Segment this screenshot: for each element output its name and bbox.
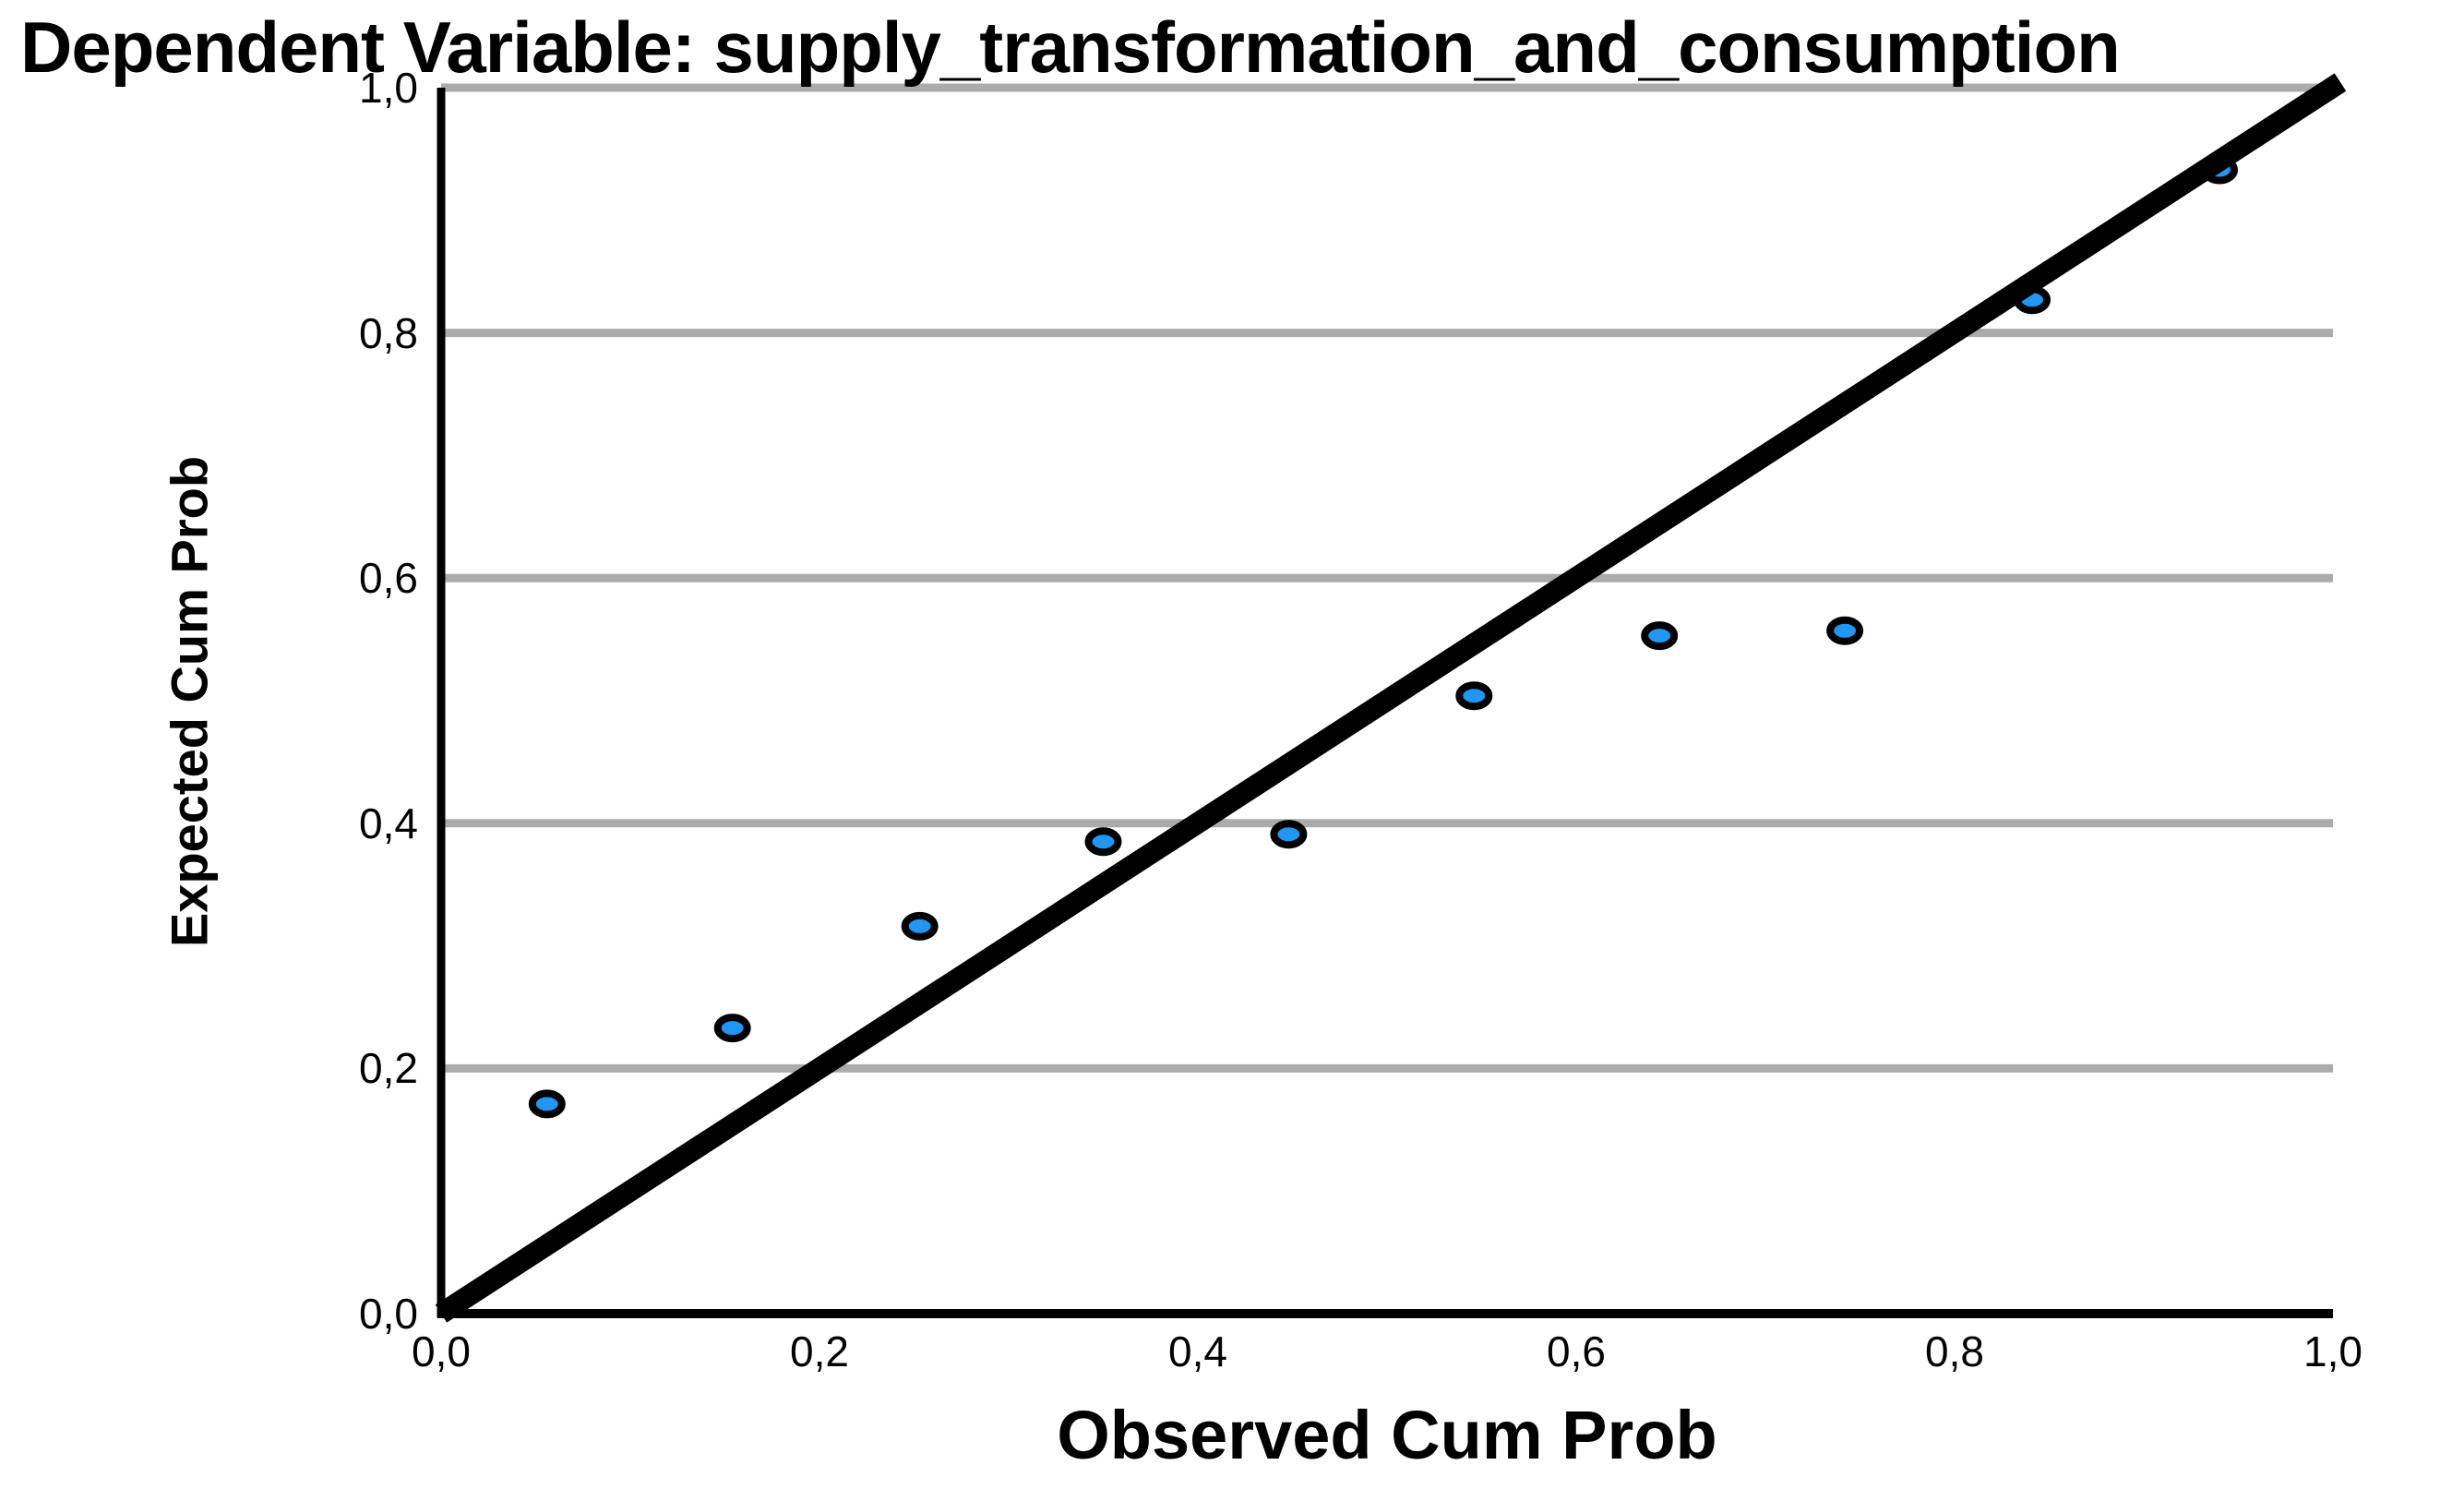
x-tick-label: 0,2 bbox=[790, 1327, 849, 1375]
y-axis-title: Expected Cum Prob bbox=[160, 455, 219, 948]
y-tick-label: 0,4 bbox=[359, 799, 418, 847]
y-tick-label: 0,0 bbox=[359, 1290, 418, 1338]
data-point bbox=[713, 1014, 751, 1043]
x-tick-label: 1,0 bbox=[2303, 1327, 2362, 1375]
reference-line bbox=[435, 73, 2347, 1323]
data-point bbox=[901, 911, 939, 941]
data-point bbox=[1826, 616, 1864, 645]
y-tick-label: 1,0 bbox=[359, 64, 418, 112]
data-point bbox=[1084, 827, 1122, 857]
y-tick-label: 0,8 bbox=[359, 308, 418, 357]
x-tick-label: 0,0 bbox=[412, 1327, 471, 1375]
x-tick-label: 0,6 bbox=[1547, 1327, 1606, 1375]
y-tick-label: 0,6 bbox=[359, 554, 418, 603]
data-point bbox=[1455, 681, 1493, 711]
x-axis-title: Observed Cum Prob bbox=[1057, 1397, 1717, 1473]
data-point bbox=[1641, 621, 1679, 651]
data-point bbox=[1270, 820, 1308, 849]
y-tick-label: 0,2 bbox=[359, 1044, 418, 1093]
chart-title: Dependent Variable: supply_transformatio… bbox=[20, 6, 2121, 88]
x-tick-label: 0,8 bbox=[1925, 1327, 1984, 1375]
data-point bbox=[528, 1089, 566, 1119]
x-tick-label: 0,4 bbox=[1168, 1327, 1227, 1375]
